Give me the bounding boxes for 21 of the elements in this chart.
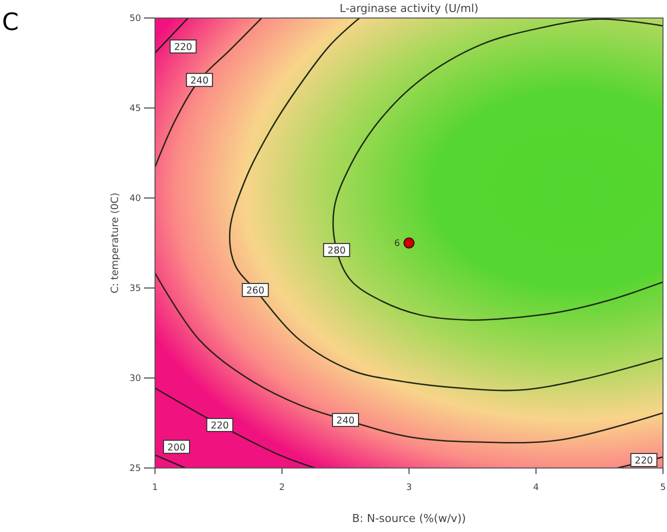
series-label: 200 xyxy=(167,442,186,454)
text: 220 xyxy=(174,42,192,53)
y-tick-label: 35 xyxy=(130,284,141,294)
x-axis-title: B: N-source (%(w/v)) xyxy=(352,512,466,525)
x-tick-label: 1 xyxy=(152,483,158,493)
x-tick-label: 2 xyxy=(279,483,285,493)
point xyxy=(404,238,414,248)
chart-title: L-arginase activity (U/ml) xyxy=(340,2,478,15)
x-tick-label: 5 xyxy=(660,483,666,493)
y-tick-label: 50 xyxy=(130,14,142,24)
y-tick-label: 25 xyxy=(130,464,141,474)
text: C xyxy=(2,8,19,36)
series-label: 6 xyxy=(394,239,400,249)
y-tick-label: 45 xyxy=(130,104,141,114)
line-series xyxy=(228,18,663,392)
y-tick-label: 40 xyxy=(130,194,142,204)
y-axis-title: C: temperature (0C) xyxy=(110,192,121,294)
x-tick-label: 3 xyxy=(406,483,412,493)
text: 220 xyxy=(634,456,653,466)
x-tick-label: 4 xyxy=(533,483,540,493)
y-tick-label: 30 xyxy=(130,374,142,384)
